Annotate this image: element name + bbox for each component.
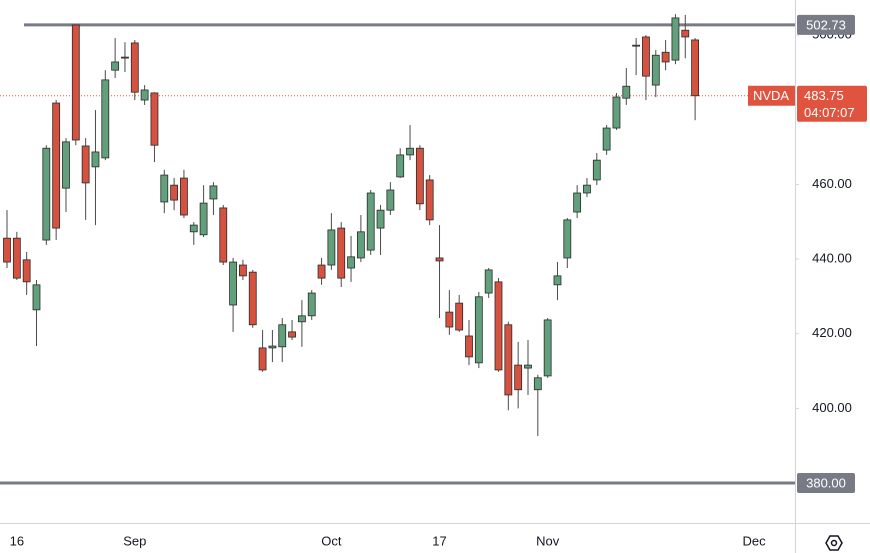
candle-body xyxy=(307,292,316,317)
candle-body xyxy=(278,324,287,348)
candle-body xyxy=(3,237,11,263)
countdown-label: 04:07:07 xyxy=(804,105,855,120)
candle-body xyxy=(337,227,346,279)
candle-body xyxy=(180,177,188,216)
candle-body xyxy=(553,275,562,286)
candle-body xyxy=(425,179,434,221)
candle-body xyxy=(543,319,552,377)
candle-body xyxy=(386,189,395,211)
candle-body xyxy=(189,224,198,233)
candle-body xyxy=(229,261,237,306)
candle-body xyxy=(533,377,542,391)
candle-body xyxy=(140,89,149,101)
candle-body xyxy=(288,331,296,338)
candle-body xyxy=(366,192,375,251)
x-tick-label: Dec xyxy=(743,533,767,548)
candle-body xyxy=(91,151,100,168)
candle-body xyxy=(22,259,31,283)
price-label: 502.73 xyxy=(806,17,846,32)
candle-body xyxy=(592,159,601,181)
candle-body xyxy=(661,51,670,63)
candle-body xyxy=(42,147,51,241)
candle-body xyxy=(415,147,424,205)
candle-body xyxy=(150,92,159,146)
last-price-label: 483.75 xyxy=(804,88,844,103)
last-price-box xyxy=(797,85,867,122)
symbol-label: NVDA xyxy=(753,88,789,103)
candle-body xyxy=(12,237,21,279)
candle-body xyxy=(32,284,41,311)
candle-body xyxy=(111,61,120,71)
candle-body xyxy=(101,79,110,159)
candle-body xyxy=(71,24,80,141)
x-tick-label: 17 xyxy=(432,533,446,548)
x-tick-label: Oct xyxy=(321,533,342,548)
candle-body xyxy=(651,54,660,86)
candle-body xyxy=(435,257,444,262)
candle-body xyxy=(239,264,247,277)
candle-body xyxy=(484,269,493,294)
candle-body xyxy=(691,39,699,97)
candle-body xyxy=(347,256,355,269)
candle-body xyxy=(160,174,169,203)
candle-body xyxy=(62,141,70,189)
y-tick-label: 440.00 xyxy=(812,251,852,266)
candle-body xyxy=(130,42,139,93)
candle-body xyxy=(121,56,129,59)
candle-body xyxy=(504,324,513,396)
price-label: 380.00 xyxy=(806,475,846,490)
candle-body xyxy=(327,229,336,266)
candle-body xyxy=(170,184,179,201)
settings-icon[interactable] xyxy=(825,535,843,551)
candle-body xyxy=(612,96,621,129)
candle-body xyxy=(681,29,690,38)
candle-body xyxy=(219,207,228,263)
candle-body xyxy=(671,17,680,61)
candle-body xyxy=(258,347,267,371)
symbol-box xyxy=(748,85,795,106)
candle-body xyxy=(376,209,385,229)
candle-body xyxy=(632,44,641,47)
candle-body xyxy=(297,315,306,323)
x-tick-label: 16 xyxy=(10,533,24,548)
x-tick-label: Sep xyxy=(123,533,146,548)
candle-body xyxy=(573,192,582,213)
price-label-box xyxy=(797,473,855,494)
candle-body xyxy=(406,147,414,156)
y-tick-label: 400.00 xyxy=(812,400,852,415)
x-tick-label: Nov xyxy=(536,533,560,548)
candle-body xyxy=(209,185,218,200)
candle-body xyxy=(445,311,454,328)
candle-body xyxy=(317,264,326,279)
candle-body xyxy=(524,364,532,369)
candle-body xyxy=(396,154,405,178)
candle-body xyxy=(81,145,90,184)
candle-body xyxy=(474,296,483,364)
candle-body xyxy=(52,102,61,229)
candle-body xyxy=(465,335,473,358)
candle-body xyxy=(563,219,572,259)
candle-body xyxy=(622,85,631,99)
candle-body xyxy=(248,271,257,326)
price-label-box xyxy=(797,14,855,35)
y-tick-label: 420.00 xyxy=(812,325,852,340)
candle-body xyxy=(494,281,503,371)
y-tick-label: 460.00 xyxy=(812,176,852,191)
candle-body xyxy=(602,127,611,151)
candle-body xyxy=(356,231,365,259)
candle-body xyxy=(642,36,650,77)
candle-body xyxy=(583,184,591,194)
candle-body xyxy=(455,302,464,331)
candle-body xyxy=(514,364,523,391)
candle-body xyxy=(268,345,277,349)
candle-body xyxy=(199,202,208,236)
